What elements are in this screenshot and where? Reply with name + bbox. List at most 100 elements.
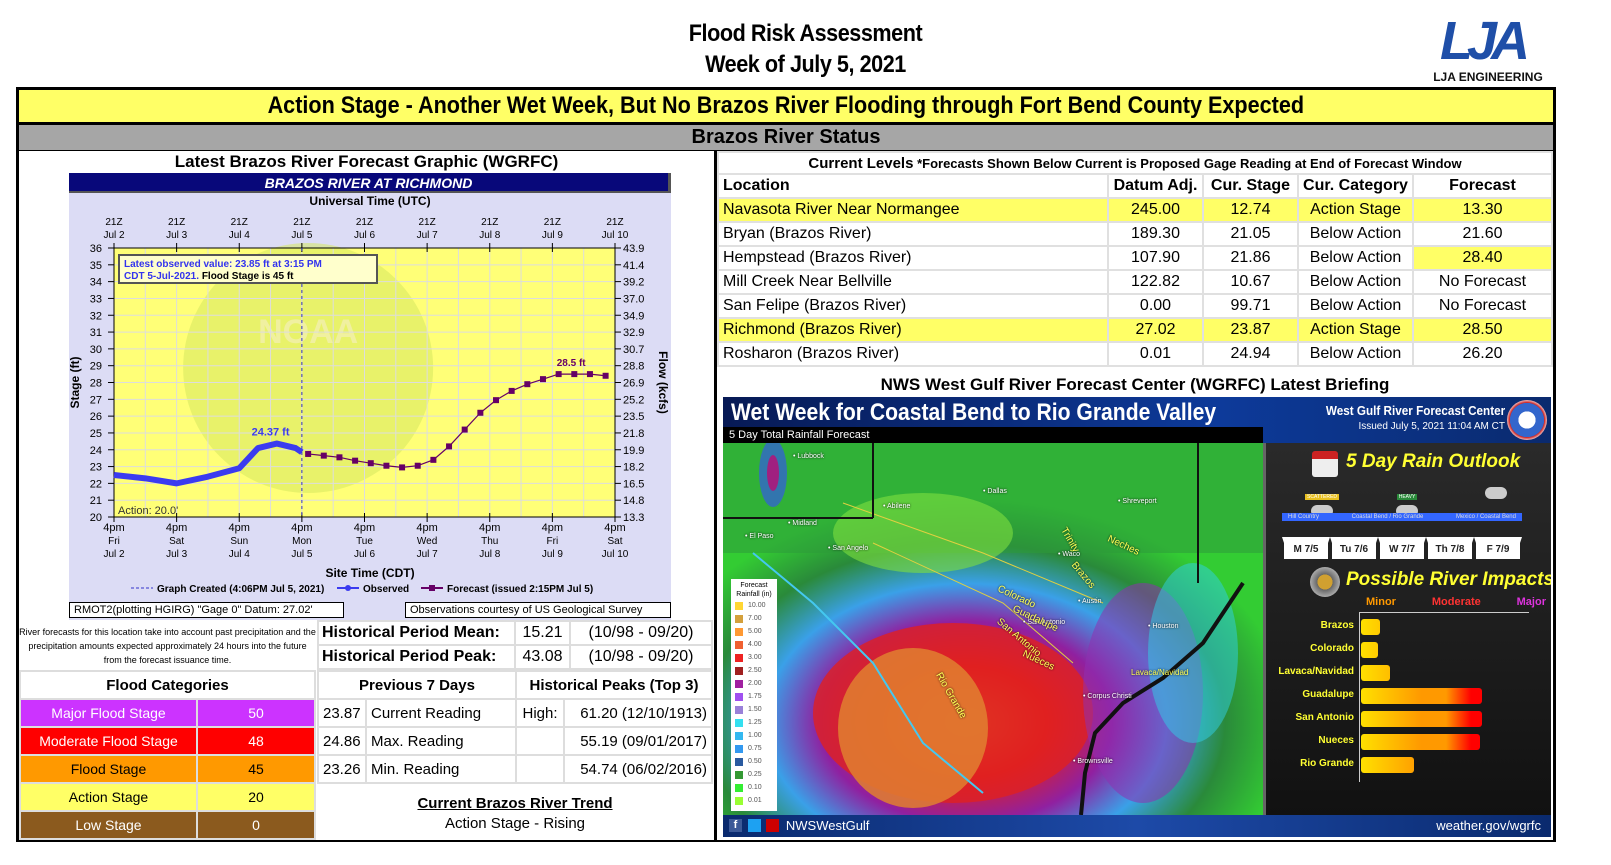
map-city-label: • Waco: [1058, 551, 1081, 558]
noaa-watermark-icon: [183, 243, 434, 493]
levels-datum: 27.02: [1107, 317, 1204, 343]
svg-text:Mon: Mon: [292, 536, 311, 547]
peak-value: 54.74 (06/02/2016): [563, 754, 713, 784]
youtube-icon[interactable]: [766, 819, 780, 832]
historical-stats-table: Historical Period Mean: 15.21 (10/98 - 09/…: [317, 620, 713, 670]
center-name: West Gulf River Forecast Center: [1325, 403, 1505, 418]
top-axis-label: Universal Time (UTC): [309, 194, 430, 208]
levels-stage: 99.71: [1202, 293, 1299, 319]
headline-banner: Action Stage - Another Wet Week, But No …: [19, 90, 1553, 122]
twitter-icon[interactable]: [747, 819, 761, 832]
map-city-label: • Shreveport: [1118, 498, 1157, 505]
rainfall-swatch: [735, 640, 743, 649]
current-levels-note: *Forecasts Shown Below Current is Propos…: [913, 155, 1462, 171]
trend-box: Current Brazos River Trend Action Stage …: [317, 787, 713, 839]
svg-text:41.4: 41.4: [623, 260, 644, 272]
website-link[interactable]: weather.gov/wgrfc: [1436, 818, 1541, 833]
svg-text:4pm: 4pm: [291, 522, 312, 534]
svg-text:CDT 5-Jul-2021. Flood Stage is: CDT 5-Jul-2021. Flood Stage is 45 ft: [124, 271, 294, 282]
rainfall-legend-items: 10.00 7.00 5.00 4.00 3.00 2.50 2.00 1.75 1.50 1.2…: [731, 599, 777, 807]
svg-text:33: 33: [90, 293, 102, 305]
rainfall-swatch: [735, 796, 743, 805]
svg-text:29: 29: [90, 361, 102, 373]
forecast-method-note: River forecasts for this location take i…: [19, 627, 316, 665]
svg-text:Jul 7: Jul 7: [417, 549, 439, 560]
levels-location: Richmond (Brazos River): [717, 317, 1109, 343]
rainfall-value: 0.25: [748, 771, 762, 778]
gage-datum-note: RMOT2(plotting HGIRG) "Gage 0" Datum: 27…: [69, 602, 344, 618]
svg-text:Jul 7: Jul 7: [417, 230, 439, 241]
svg-text:37.0: 37.0: [623, 293, 644, 305]
chart-legend: Graph Created (4:06PM Jul 5, 2021) Observ…: [131, 584, 593, 595]
trend-value: Action Stage - Rising: [444, 815, 586, 832]
status-section-header: Brazos River Status: [19, 125, 1553, 150]
column-header: Forecast: [1412, 173, 1553, 199]
levels-row: San Felipe (Brazos River) 0.00 99.71 Below …: [717, 293, 1553, 319]
outlook-day: Tu 7/6: [1330, 537, 1378, 561]
svg-text:Latest observed value: 23.85 f: Latest observed value: 23.85 ft at 3:15 …: [124, 259, 322, 270]
rainfall-value: 1.25: [748, 719, 762, 726]
flood-category-label: Moderate Flood Stage: [19, 726, 198, 756]
calendar-icon: [1312, 451, 1338, 477]
svg-text:Jul 8: Jul 8: [479, 230, 501, 241]
rainfall-swatch: [735, 614, 743, 623]
levels-row: Rosharon (Brazos River) 0.01 24.94 Below Ac…: [717, 341, 1553, 367]
outlook-day: M 7/5: [1282, 537, 1330, 561]
rainfall-legend-item: 1.00: [731, 729, 777, 742]
levels-stage: 10.67: [1202, 269, 1299, 295]
previous-value: 24.86: [317, 726, 367, 756]
levels-category: Below Action: [1297, 221, 1414, 247]
svg-text:Jul 2: Jul 2: [103, 230, 125, 241]
svg-text:21Z: 21Z: [168, 217, 185, 228]
flood-category-value: 45: [196, 754, 316, 784]
impact-bar: [1361, 711, 1482, 727]
svg-text:4pm: 4pm: [229, 522, 250, 534]
svg-text:30: 30: [90, 344, 102, 356]
peak-label: [515, 754, 565, 784]
rainfall-legend-title: Forecast Rainfall (in): [736, 582, 772, 598]
svg-text:30.7: 30.7: [623, 344, 644, 356]
map-city-label: • El Paso: [745, 533, 774, 540]
lja-logo-mark: LJA: [1440, 11, 1530, 71]
rainfall-value: 0.01: [748, 797, 762, 804]
previous-peaks-row: 23.26 Min. Reading 54.74 (06/02/2016): [317, 754, 713, 784]
hydrograph-chart: NOAA Universal Time (UTC) 21Z Jul 2 21Z Jul 3…: [69, 173, 671, 620]
levels-header-row: Location Datum Adj. Cur. Stage Cur. Categor…: [717, 173, 1553, 199]
outlook-day: W 7/7: [1378, 537, 1426, 561]
levels-datum: 0.00: [1107, 293, 1204, 319]
facebook-icon[interactable]: f: [729, 819, 742, 832]
svg-text:32: 32: [90, 310, 102, 322]
rainfall-value: 1.50: [748, 706, 762, 713]
outlook-weather-item: [1456, 485, 1536, 499]
svg-text:Jul 4: Jul 4: [229, 549, 251, 560]
bottom-axis-label: Site Time (CDT): [325, 566, 414, 580]
rainfall-swatch: [735, 757, 743, 766]
rainfall-value: 5.00: [748, 628, 762, 635]
map-city-label: • Brownsville: [1073, 758, 1113, 765]
rainfall-legend-item: 0.25: [731, 768, 777, 781]
previous-value: 23.26: [317, 754, 367, 784]
rainfall-swatch: [735, 783, 743, 792]
svg-text:23.5: 23.5: [623, 411, 644, 423]
current-levels-title: Current Levels *Forecasts Shown Below Cu…: [717, 151, 1553, 175]
impact-river-label: Guadalupe: [1302, 689, 1354, 700]
svg-text:43.9: 43.9: [623, 243, 644, 255]
rainfall-map-svg: [723, 443, 1263, 815]
map-city-label: • Midland: [788, 520, 817, 527]
peak-label: [515, 726, 565, 756]
svg-text:Observed: Observed: [363, 584, 409, 595]
rainfall-swatch: [735, 653, 743, 662]
social-handle[interactable]: NWSWestGulf: [785, 818, 870, 833]
svg-text:Sat: Sat: [607, 536, 622, 547]
historical-label: Historical Period Peak:: [317, 644, 516, 670]
rain-cloud-icon: [1485, 487, 1507, 499]
nws-logo-icon: [1507, 400, 1547, 440]
levels-forecast: 26.20: [1412, 341, 1553, 367]
rainfall-swatch: [735, 666, 743, 675]
svg-text:Fri: Fri: [547, 536, 559, 547]
impact-bar: [1361, 665, 1390, 681]
rainfall-value: 4.00: [748, 641, 762, 648]
svg-text:Jul 8: Jul 8: [479, 549, 501, 560]
outlook-panel: 5 Day Rain Outlook SCATTERED HEAVY Hill Co…: [1263, 443, 1551, 815]
peak-value: 55.19 (09/01/2017): [563, 726, 713, 756]
